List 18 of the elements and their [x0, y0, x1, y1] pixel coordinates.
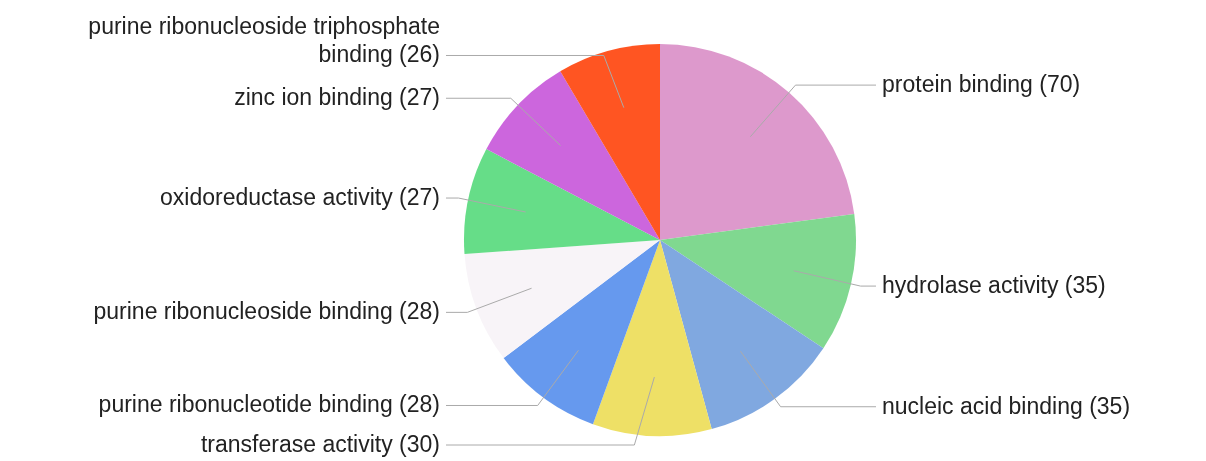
pie-slice: [503, 240, 660, 425]
pie-slice: [560, 44, 660, 240]
slice-label: nucleic acid binding (35): [882, 392, 1131, 419]
pie-slice: [464, 240, 660, 359]
pie-slice: [660, 213, 856, 349]
pie-slice: [660, 240, 824, 430]
slice-label: transferase activity (30): [200, 431, 440, 457]
pie-slice: [660, 44, 855, 240]
pie-slice: [486, 71, 660, 240]
slice-label: zinc ion binding (27): [234, 84, 440, 111]
slice-label: oxidoreductase activity (27): [160, 184, 440, 211]
slice-label: purine ribonucleoside binding (28): [93, 298, 440, 325]
pie-slice: [464, 149, 660, 255]
pie-slice: [592, 240, 712, 436]
slice-label: hydrolase activity (35): [882, 272, 1106, 299]
slice-label: purine ribonucleoside triphosphate binding (26): [88, 13, 440, 68]
slice-label: purine ribonucleotide binding (28): [98, 391, 440, 418]
slice-label: protein binding (70): [882, 71, 1081, 98]
